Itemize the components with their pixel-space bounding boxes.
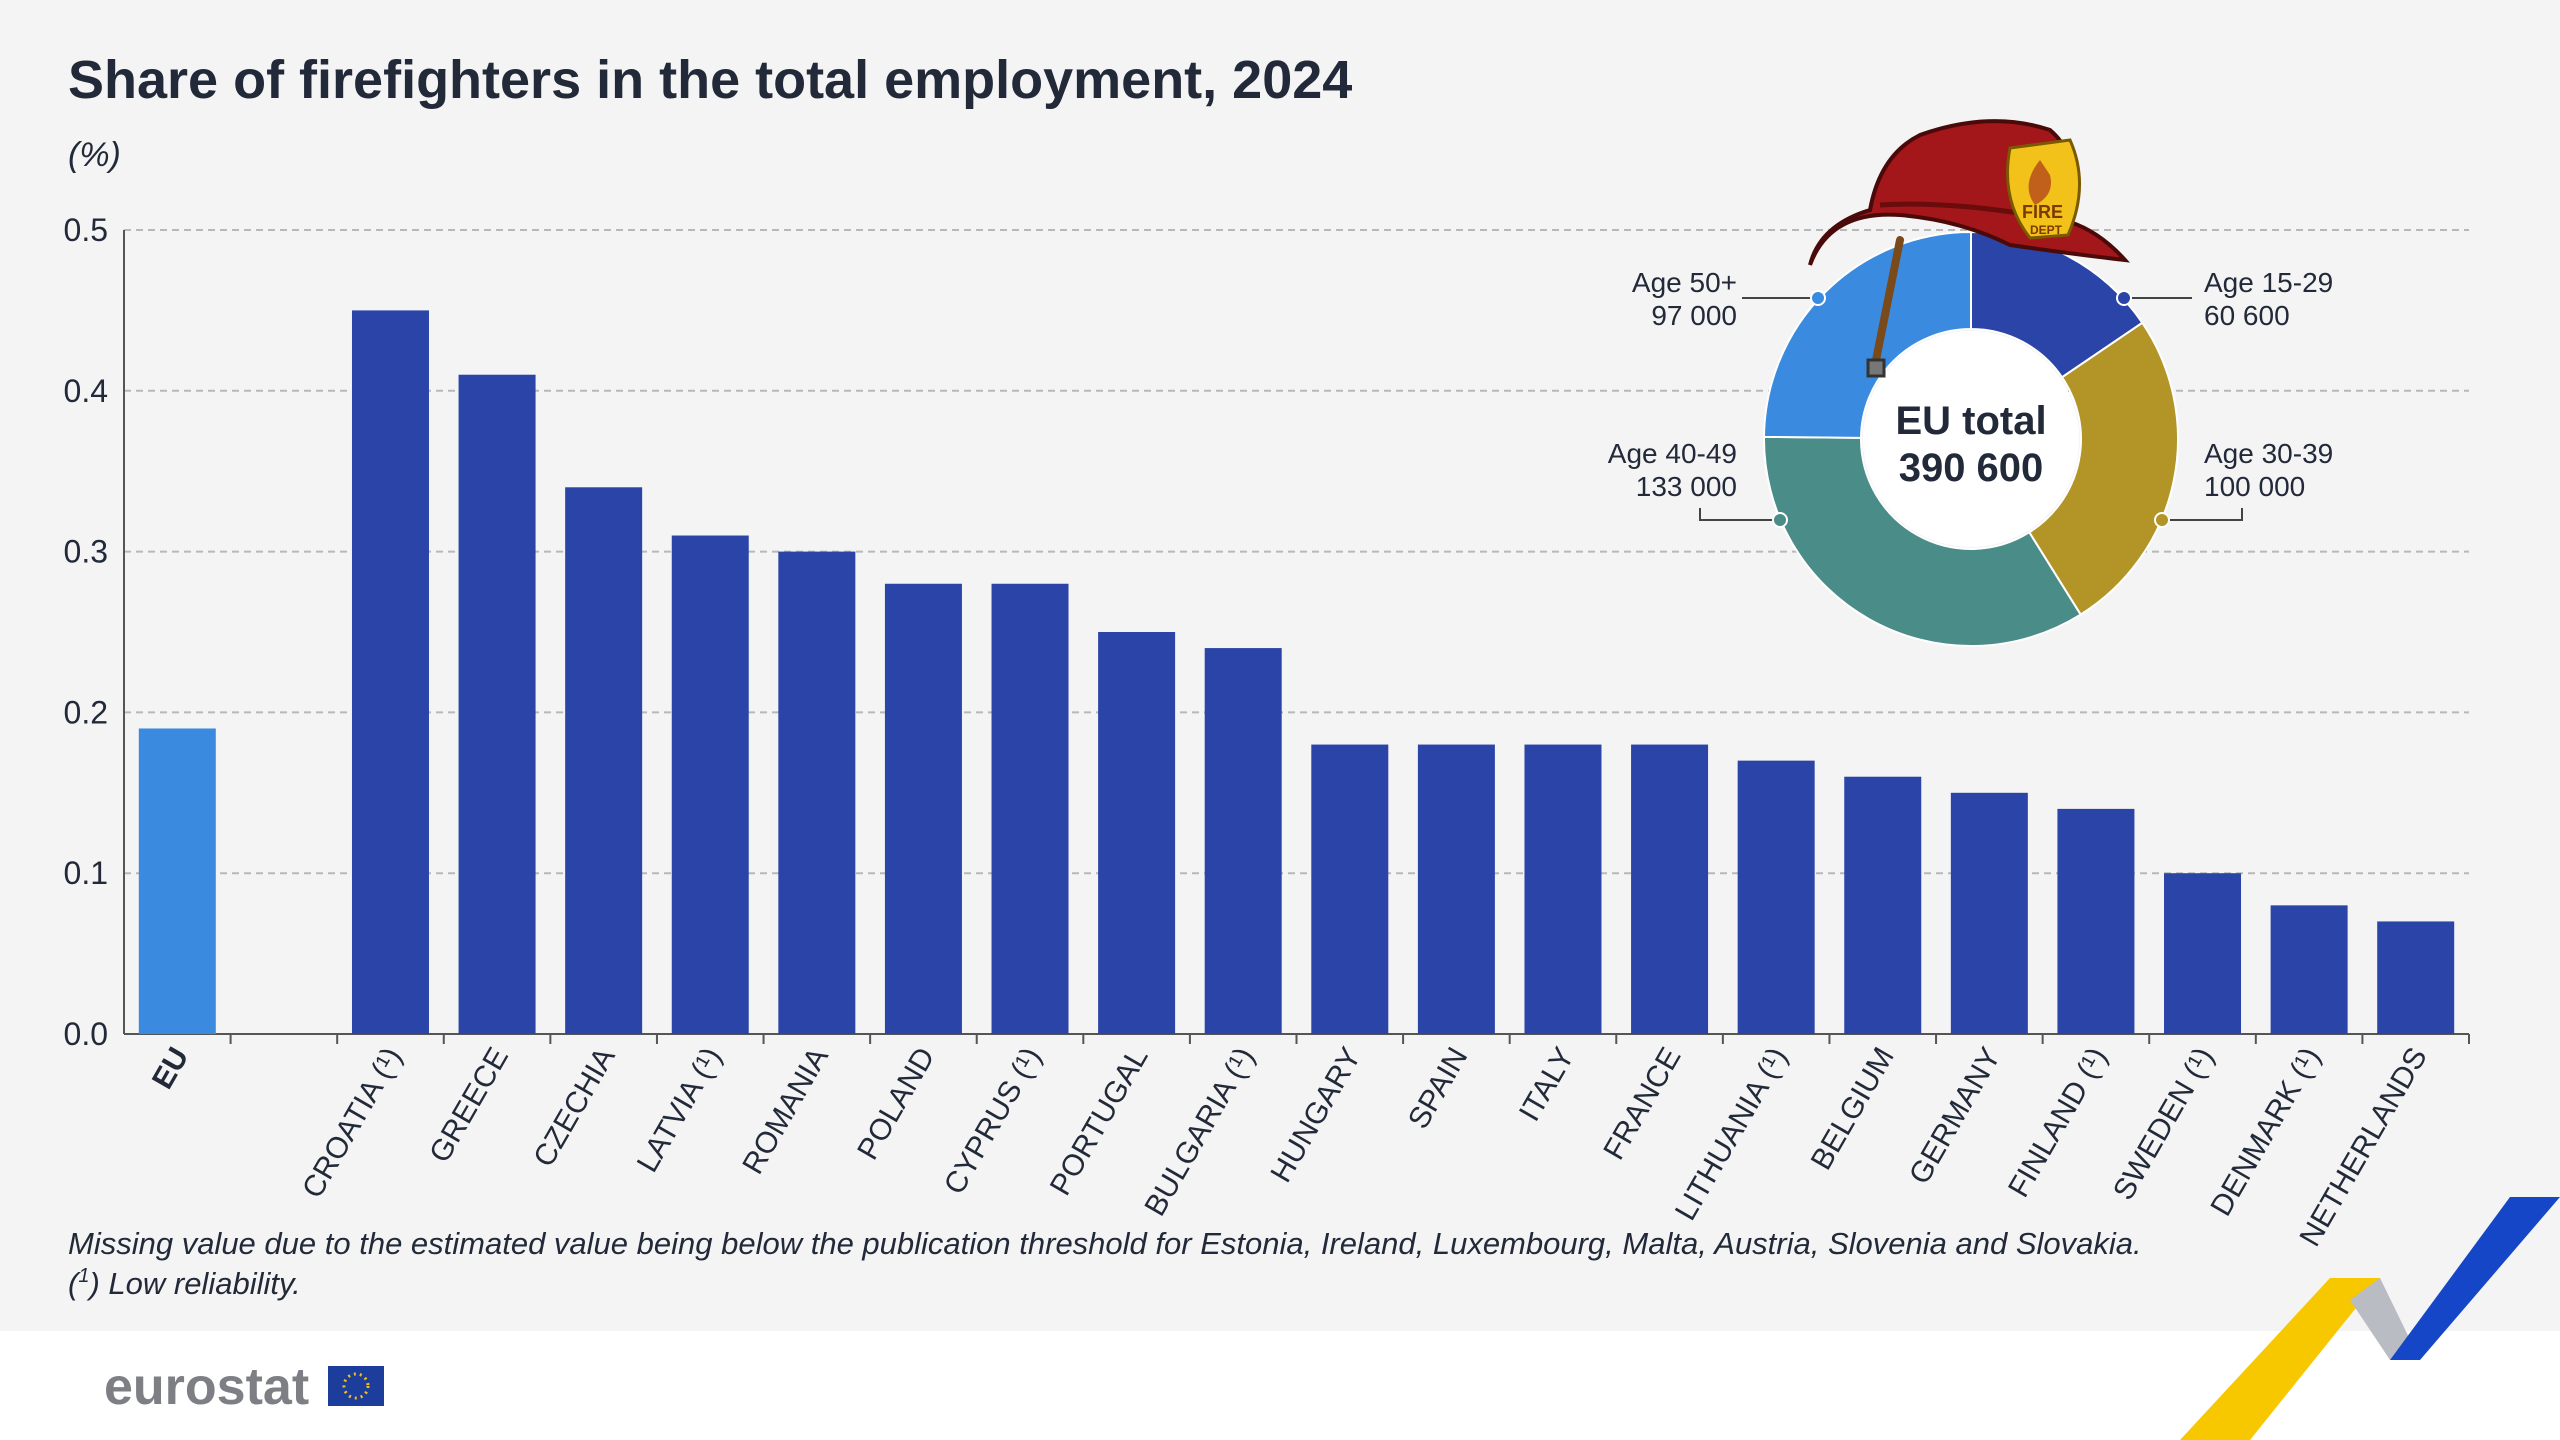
leader-dot bbox=[2116, 290, 2132, 306]
donut-hole bbox=[1863, 331, 2079, 547]
donut-center-value: 390 600 bbox=[1899, 446, 2044, 490]
eurostat-wordmark: eurostat bbox=[104, 1358, 309, 1416]
firefighter-helmet-icon: FIRE DEPT bbox=[1808, 119, 2130, 378]
x-category-label: GREECE bbox=[423, 1042, 515, 1168]
donut-slice-label: Age 15-29 bbox=[2204, 267, 2333, 298]
bar-spain bbox=[1417, 744, 1495, 1034]
x-category-label: LITHUANIA (¹) bbox=[1669, 1042, 1794, 1226]
x-category-label: FRANCE bbox=[1597, 1042, 1687, 1165]
x-category-label: CROATIA (¹) bbox=[296, 1042, 408, 1204]
donut-slice-value: 133 000 bbox=[1636, 471, 1737, 502]
x-category-label: BELGIUM bbox=[1805, 1042, 1901, 1175]
bar-denmark bbox=[2270, 905, 2348, 1034]
y-tick-label: 0.1 bbox=[64, 855, 108, 891]
y-tick-label: 0.3 bbox=[64, 534, 108, 570]
bar-czechia bbox=[565, 487, 643, 1034]
x-category-label: CZECHIA bbox=[527, 1042, 621, 1173]
y-tick-label: 0.4 bbox=[64, 373, 108, 409]
bar-poland bbox=[884, 583, 962, 1034]
chart-title: Share of firefighters in the total emplo… bbox=[68, 50, 1352, 110]
x-category-label: SWEDEN (¹) bbox=[2107, 1042, 2221, 1206]
note-missing: Missing value due to the estimated value… bbox=[68, 1226, 2142, 1261]
bar-germany bbox=[1950, 792, 2028, 1034]
y-tick-label: 0.2 bbox=[64, 694, 108, 730]
leader-dot bbox=[2154, 512, 2170, 528]
bar-lithuania bbox=[1737, 760, 1815, 1034]
donut-slice-label: Age 40-49 bbox=[1608, 438, 1737, 469]
x-category-label: LATVIA (¹) bbox=[631, 1042, 728, 1178]
bar-cyprus bbox=[991, 583, 1069, 1034]
bar-romania bbox=[778, 551, 856, 1034]
bar-portugal bbox=[1098, 632, 1176, 1034]
bar-italy bbox=[1524, 744, 1602, 1034]
y-axis-unit: (%) bbox=[68, 136, 121, 174]
x-category-label: POLAND bbox=[851, 1042, 941, 1165]
donut-slice-value: 60 600 bbox=[2204, 300, 2290, 331]
x-category-label: ROMANIA bbox=[736, 1042, 835, 1180]
decorative-stripes-icon bbox=[2180, 1197, 2560, 1440]
bar-latvia bbox=[671, 535, 749, 1034]
helmet-badge-text-2: DEPT bbox=[2030, 223, 2063, 237]
eurostat-logo: eurostat bbox=[104, 1358, 384, 1416]
bar-bulgaria bbox=[1204, 648, 1282, 1034]
donut-slice-age-40-49 bbox=[1763, 435, 2083, 647]
bar-france bbox=[1631, 744, 1709, 1034]
y-tick-label: 0.5 bbox=[64, 212, 108, 248]
x-category-label: HUNGARY bbox=[1265, 1042, 1368, 1188]
x-category-label: PORTUGAL bbox=[1044, 1042, 1155, 1201]
leader-line bbox=[2162, 508, 2243, 521]
x-category-label: EU bbox=[146, 1042, 195, 1095]
x-category-label: ITALY bbox=[1513, 1042, 1581, 1127]
donut-slice-age-50- bbox=[1762, 230, 1972, 439]
donut-slice-value: 97 000 bbox=[1651, 300, 1737, 331]
leader-dot bbox=[1772, 512, 1788, 528]
donut-slice-value: 100 000 bbox=[2204, 471, 2305, 502]
bar-netherlands bbox=[2377, 921, 2455, 1034]
x-category-label: GERMANY bbox=[1903, 1042, 2007, 1190]
note-footnote: (1) Low reliability. bbox=[68, 1265, 301, 1301]
bar-croatia bbox=[351, 310, 429, 1034]
bar-belgium bbox=[1844, 776, 1922, 1034]
x-category-label: FINLAND (¹) bbox=[2002, 1042, 2114, 1203]
donut-slice-label: Age 30-39 bbox=[2204, 438, 2333, 469]
x-category-label: SPAIN bbox=[1402, 1042, 1474, 1135]
leader-dot bbox=[1810, 290, 1826, 306]
bar-finland bbox=[2057, 808, 2135, 1034]
donut-slice-age-30-39 bbox=[2027, 321, 2179, 616]
leader-line bbox=[1699, 508, 1780, 521]
donut-center-title: EU total bbox=[1895, 399, 2046, 443]
helmet-badge-text: FIRE bbox=[2022, 202, 2063, 222]
x-category-label: DENMARK (¹) bbox=[2204, 1042, 2327, 1222]
bar-sweden bbox=[2164, 873, 2242, 1034]
y-tick-label: 0.0 bbox=[64, 1016, 108, 1052]
eu-flag-icon bbox=[328, 1366, 384, 1406]
x-category-label: CYPRUS (¹) bbox=[938, 1042, 1048, 1200]
x-category-label: BULGARIA (¹) bbox=[1139, 1042, 1262, 1222]
donut-slice-label: Age 50+ bbox=[1632, 267, 1737, 298]
bar-hungary bbox=[1311, 744, 1389, 1034]
bar-greece bbox=[458, 374, 536, 1035]
bar-eu bbox=[138, 728, 216, 1034]
